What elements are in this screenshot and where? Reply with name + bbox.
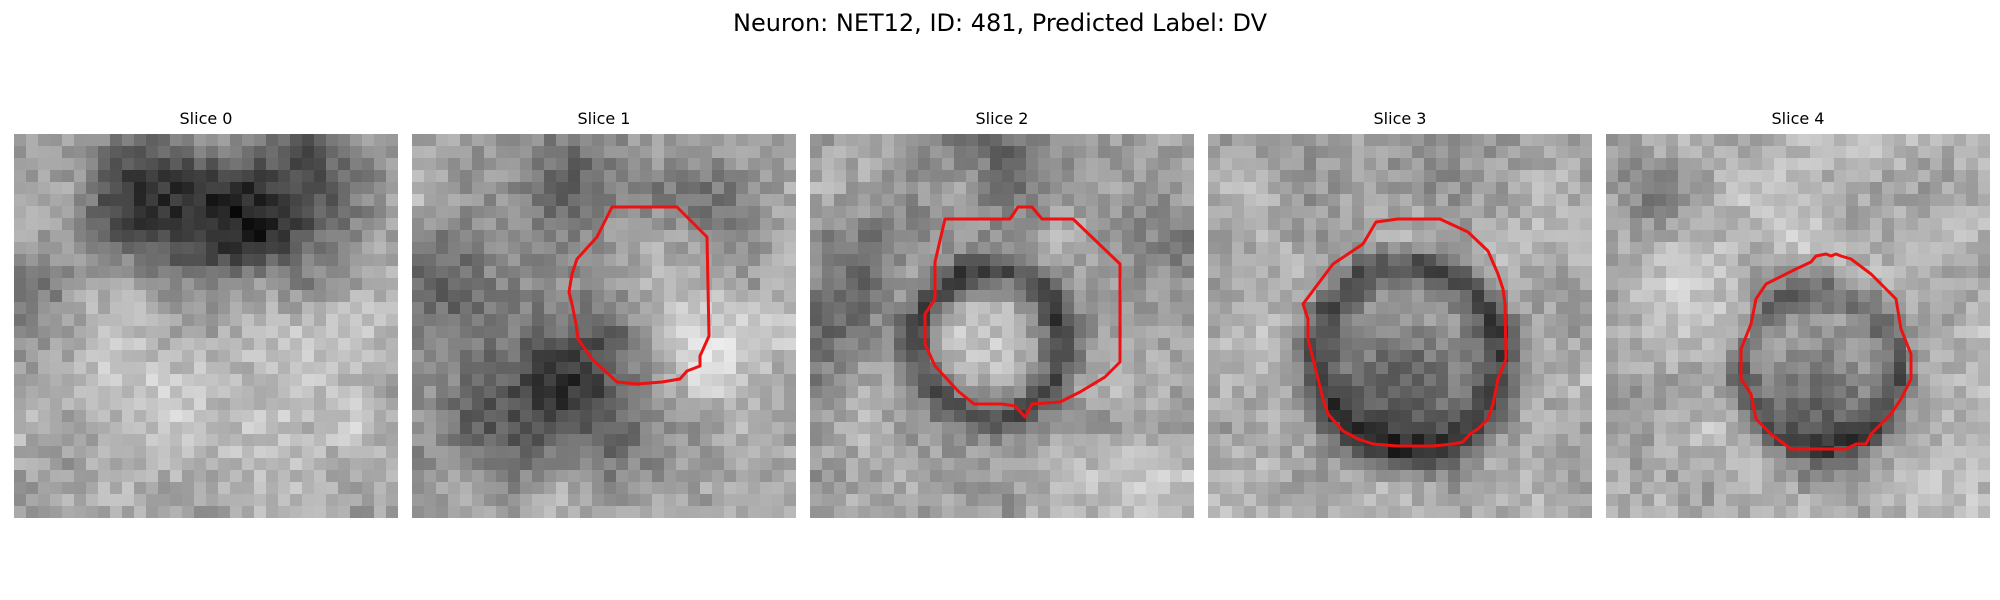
slice-image (810, 134, 1194, 518)
slice-panel: Slice 2 (810, 104, 1194, 518)
slice-title: Slice 3 (1373, 109, 1427, 128)
slice-title: Slice 2 (975, 109, 1029, 128)
slice-title: Slice 4 (1771, 109, 1825, 128)
segmentation-contour (1739, 252, 1913, 451)
slice-panel: Slice 3 (1208, 104, 1592, 518)
slice-image (412, 134, 796, 518)
segmentation-contour (1301, 217, 1508, 448)
segmentation-contour (567, 205, 711, 386)
slice-title: Slice 1 (577, 109, 631, 128)
figure-title: Neuron: NET12, ID: 481, Predicted Label:… (732, 9, 1268, 37)
segmentation-contour (923, 205, 1122, 419)
slice-image (1208, 134, 1592, 518)
slice-panel: Slice 4 (1606, 104, 1990, 518)
slice-panel: Slice 0 (14, 104, 398, 518)
slice-panel: Slice 1 (412, 104, 796, 518)
slice-title: Slice 0 (179, 109, 233, 128)
slice-image (1606, 134, 1990, 518)
slice-image (14, 134, 398, 518)
